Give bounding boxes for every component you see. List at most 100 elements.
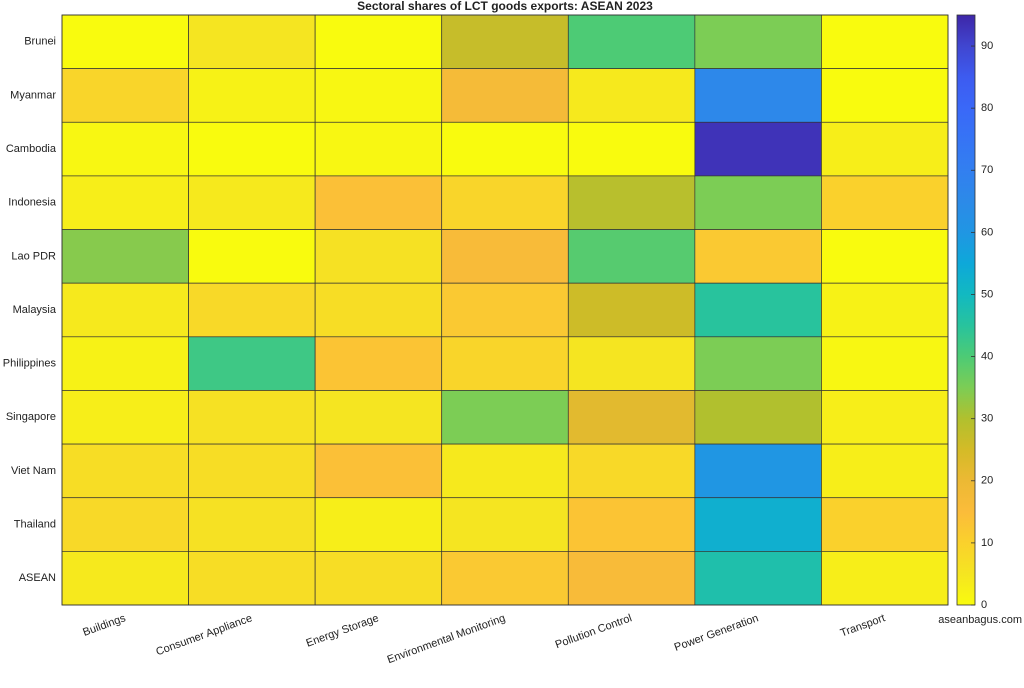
heat-cell bbox=[314, 336, 443, 391]
heat-cell bbox=[821, 336, 949, 391]
heat-cell bbox=[441, 336, 569, 391]
heat-cell bbox=[314, 497, 443, 552]
heat-cell bbox=[821, 229, 949, 284]
heat-cell bbox=[314, 68, 443, 123]
heat-cell bbox=[314, 229, 443, 284]
heat-cell bbox=[694, 551, 822, 606]
colorbar-tick-label: 40 bbox=[981, 350, 993, 362]
x-tick-label: Consumer Appliance bbox=[154, 612, 253, 658]
x-tick-label: Buildings bbox=[81, 612, 128, 639]
heat-cell bbox=[61, 443, 189, 499]
heat-cell bbox=[441, 14, 569, 69]
heat-cell bbox=[314, 121, 443, 177]
y-tick-label: Malaysia bbox=[13, 304, 57, 316]
heat-cell bbox=[441, 497, 569, 552]
x-tick-label: Energy Storage bbox=[305, 612, 381, 649]
heat-cell bbox=[694, 68, 822, 123]
x-tick-label: Environmental Monitoring bbox=[386, 612, 507, 666]
heat-cell bbox=[61, 121, 189, 177]
heat-cell bbox=[314, 390, 443, 445]
heat-cell bbox=[314, 175, 443, 230]
heat-cell bbox=[441, 282, 569, 338]
heat-cell bbox=[567, 336, 696, 391]
heat-cell bbox=[61, 497, 189, 552]
heat-cell bbox=[188, 390, 316, 445]
heat-cell bbox=[567, 68, 696, 123]
plot-frame bbox=[61, 14, 949, 606]
heat-cell bbox=[821, 14, 949, 69]
heat-cell bbox=[821, 282, 949, 338]
heat-cell bbox=[567, 14, 696, 69]
y-tick-label: Singapore bbox=[6, 411, 56, 423]
colorbar-tick-label: 90 bbox=[981, 40, 993, 52]
heat-cell bbox=[188, 14, 316, 69]
heat-cell bbox=[694, 282, 822, 338]
heat-cell bbox=[821, 175, 949, 230]
y-tick-label: Viet Nam bbox=[11, 465, 56, 477]
source-note: aseanbagus.com bbox=[938, 614, 1022, 626]
y-tick-label: Brunei bbox=[24, 36, 56, 48]
heat-cell bbox=[188, 68, 316, 123]
heat-cell bbox=[694, 121, 822, 177]
colorbar-tick-label: 20 bbox=[981, 475, 993, 487]
heat-cell bbox=[314, 551, 443, 606]
heat-cell bbox=[441, 443, 569, 499]
heat-cell bbox=[441, 390, 569, 445]
heat-cell bbox=[694, 390, 822, 445]
heat-cell bbox=[441, 68, 569, 123]
heat-cell bbox=[188, 282, 316, 338]
heat-cell bbox=[567, 497, 696, 552]
heat-cell bbox=[188, 551, 316, 606]
y-tick-label: Myanmar bbox=[10, 89, 56, 101]
heat-cell bbox=[441, 121, 569, 177]
heat-cell bbox=[567, 390, 696, 445]
y-tick-label: Lao PDR bbox=[11, 250, 56, 262]
heat-cell bbox=[694, 443, 822, 499]
heat-cell bbox=[441, 175, 569, 230]
y-tick-label: Indonesia bbox=[8, 197, 57, 209]
heat-cell bbox=[567, 229, 696, 284]
heat-cell bbox=[567, 175, 696, 230]
x-tick-label: Pollution Control bbox=[554, 612, 634, 651]
heat-cell bbox=[694, 175, 822, 230]
heat-cell bbox=[441, 551, 569, 606]
heat-cell bbox=[61, 336, 189, 391]
heat-cell bbox=[821, 443, 949, 499]
colorbar-tick-label: 10 bbox=[981, 537, 993, 549]
heat-cell bbox=[694, 14, 822, 69]
heat-cell bbox=[188, 175, 316, 230]
heat-cell bbox=[567, 551, 696, 606]
heat-cell bbox=[314, 14, 443, 69]
heat-cell bbox=[821, 497, 949, 552]
heat-cell bbox=[567, 282, 696, 338]
colorbar-tick-label: 60 bbox=[981, 226, 993, 238]
heat-cell bbox=[441, 229, 569, 284]
colorbar-tick-label: 80 bbox=[981, 102, 993, 114]
heat-cell bbox=[821, 68, 949, 123]
heat-cell bbox=[61, 282, 189, 338]
heat-cell bbox=[61, 68, 189, 123]
heat-cell bbox=[61, 229, 189, 284]
heat-cell bbox=[188, 443, 316, 499]
heat-cell bbox=[61, 390, 189, 445]
y-tick-label: Philippines bbox=[3, 358, 57, 370]
heat-cell bbox=[694, 229, 822, 284]
heat-cell bbox=[61, 551, 189, 606]
x-tick-label: Power Generation bbox=[673, 612, 760, 654]
heat-cell bbox=[188, 497, 316, 552]
colorbar-tick-label: 70 bbox=[981, 164, 993, 176]
heat-cell bbox=[61, 175, 189, 230]
colorbar-tick-label: 30 bbox=[981, 413, 993, 425]
heat-cell bbox=[694, 497, 822, 552]
heat-cell bbox=[567, 121, 696, 177]
chart-title: Sectoral shares of LCT goods exports: AS… bbox=[357, 0, 653, 13]
heat-cell bbox=[821, 390, 949, 445]
heat-cell bbox=[567, 443, 696, 499]
heat-cell bbox=[314, 443, 443, 499]
y-tick-label: Cambodia bbox=[6, 143, 57, 155]
y-tick-label: ASEAN bbox=[19, 572, 56, 584]
heat-cell bbox=[821, 121, 949, 177]
colorbar-tick-label: 50 bbox=[981, 288, 993, 300]
heat-cell bbox=[188, 121, 316, 177]
